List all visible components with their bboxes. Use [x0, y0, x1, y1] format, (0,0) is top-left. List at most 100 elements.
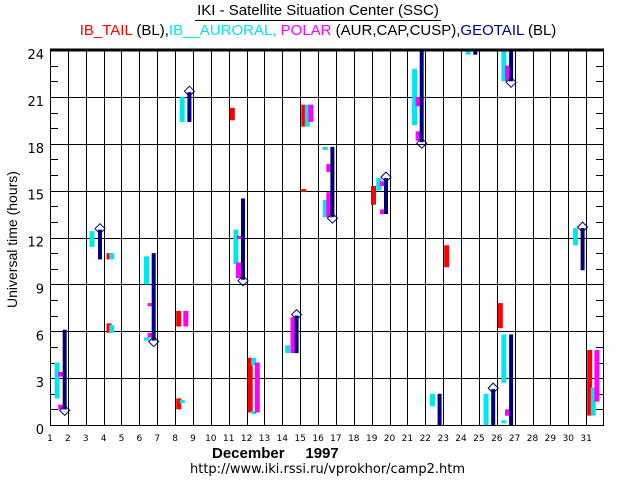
- ib-auroral-interval: [572, 228, 578, 246]
- ib-tail-interval: [587, 350, 593, 416]
- ib-tail-interval: [106, 323, 112, 333]
- x-tick-label: 26: [491, 434, 503, 444]
- marks: [54, 50, 600, 426]
- ib-auroral-interval: [109, 253, 115, 260]
- ib-auroral-interval: [429, 393, 435, 407]
- x-tick-label: 19: [366, 434, 378, 444]
- geotail-interval: [294, 315, 299, 354]
- y-tick-label: 6: [36, 329, 44, 344]
- x-tick-label: 3: [83, 434, 89, 444]
- polar-interval: [505, 409, 510, 416]
- y-tick-label: 24: [27, 48, 44, 63]
- polar-interval: [236, 262, 241, 279]
- chart-title-text: IKI - Satellite Situation Center (SSC): [195, 2, 441, 21]
- x-tick-label: 10: [205, 434, 217, 444]
- x-tick-label: 29: [545, 434, 557, 444]
- x-tick-label: 24: [455, 434, 467, 444]
- polar-interval: [505, 65, 510, 82]
- x-tick-label: 31: [580, 434, 591, 444]
- ib-auroral-interval: [54, 362, 60, 399]
- polar-interval: [326, 164, 332, 172]
- ib-auroral-interval: [322, 146, 328, 150]
- legend-aur-cap-cusp: (AUR,CAP,CUSP),: [331, 22, 461, 39]
- polar-interval: [379, 209, 385, 215]
- polar-interval: [415, 131, 421, 141]
- chart-title: IKI - Satellite Situation Center (SSC): [0, 2, 636, 21]
- y-tick-label: 12: [27, 236, 44, 251]
- ib-auroral-interval: [376, 178, 382, 191]
- x-tick-label: 27: [509, 434, 520, 444]
- polar-interval: [147, 303, 153, 307]
- geotail-diamond-marker: [326, 212, 339, 224]
- polar-interval: [254, 362, 260, 413]
- ib-auroral-interval: [89, 231, 95, 247]
- geotail-diamond-marker: [94, 222, 106, 235]
- polar-interval: [290, 317, 296, 354]
- ib-auroral-interval: [109, 325, 115, 333]
- x-tick-label: 23: [437, 434, 448, 444]
- ib-auroral-interval: [501, 420, 507, 424]
- polar-interval: [308, 104, 314, 122]
- geotail-interval: [509, 50, 514, 82]
- geotail-interval: [384, 178, 388, 214]
- legend-polar: POLAR: [280, 22, 332, 39]
- y-tick-label: 9: [36, 282, 44, 297]
- ib-tail-interval: [247, 357, 253, 413]
- x-tick-label: 17: [330, 434, 341, 444]
- geotail-diamond-marker: [576, 221, 589, 233]
- ib-auroral-interval: [483, 393, 489, 426]
- x-tick-label: 1: [47, 434, 53, 444]
- x-tick-label: 2: [65, 434, 71, 444]
- x-tick-label: 22: [420, 434, 431, 444]
- x-tick-label: 21: [402, 434, 413, 444]
- ib-auroral-interval: [251, 357, 257, 366]
- grid: [50, 50, 604, 425]
- geotail-interval: [330, 146, 335, 218]
- ib-tail-interval: [229, 107, 235, 121]
- ib-auroral-interval: [322, 200, 328, 218]
- legend-bl-1: (BL),: [132, 22, 169, 39]
- x-tick-label: 14: [277, 434, 289, 444]
- x-tick-label: 9: [190, 434, 196, 444]
- polar-interval: [326, 192, 332, 218]
- geotail-interval: [419, 50, 424, 143]
- geotail-interval: [491, 389, 496, 425]
- ib-auroral-interval: [233, 229, 239, 265]
- geotail-interval: [241, 198, 245, 280]
- x-axis-label: December 1997: [212, 445, 339, 462]
- ib-auroral-interval: [285, 345, 291, 354]
- source-url: http://www.iki.rssi.ru/vprokhor/camp2.ht…: [190, 462, 465, 477]
- ib-auroral-interval: [179, 400, 185, 404]
- y-tick-label: 3: [36, 376, 44, 391]
- polar-interval: [236, 235, 242, 239]
- y-tick-label: 21: [27, 95, 44, 110]
- geotail-diamond-marker: [415, 137, 428, 149]
- legend-ib-tail: IB_TAIL: [79, 22, 133, 39]
- legend-geotail: GEOTAIL: [460, 22, 524, 39]
- geotail-diamond-marker: [58, 404, 71, 417]
- geotail-interval: [437, 393, 442, 426]
- polar-interval: [58, 404, 64, 410]
- polar-interval: [58, 371, 64, 377]
- ib-tail-interval: [301, 189, 307, 193]
- legend-ib-auroral: IB__AURORAL,: [168, 22, 281, 39]
- x-tick-label: 11: [223, 434, 234, 444]
- ib-auroral-interval: [144, 256, 149, 285]
- geotail-interval: [62, 329, 67, 410]
- geotail-interval: [509, 334, 514, 425]
- x-tick-label: 8: [172, 434, 178, 444]
- ib-tail-interval: [176, 398, 182, 410]
- ib-auroral-interval: [179, 96, 185, 122]
- geotail-interval: [187, 92, 192, 122]
- polar-interval: [147, 332, 153, 338]
- geotail-diamond-marker: [290, 308, 303, 321]
- x-tick-label: 7: [154, 434, 160, 444]
- x-tick-label: 4: [101, 434, 107, 444]
- polar-interval: [183, 310, 189, 327]
- x-tick-label: 30: [563, 434, 575, 444]
- polar-interval: [415, 96, 421, 107]
- x-tick-label: 16: [312, 434, 324, 444]
- geotail-diamond-marker: [505, 76, 517, 89]
- ib-auroral-interval: [501, 334, 507, 383]
